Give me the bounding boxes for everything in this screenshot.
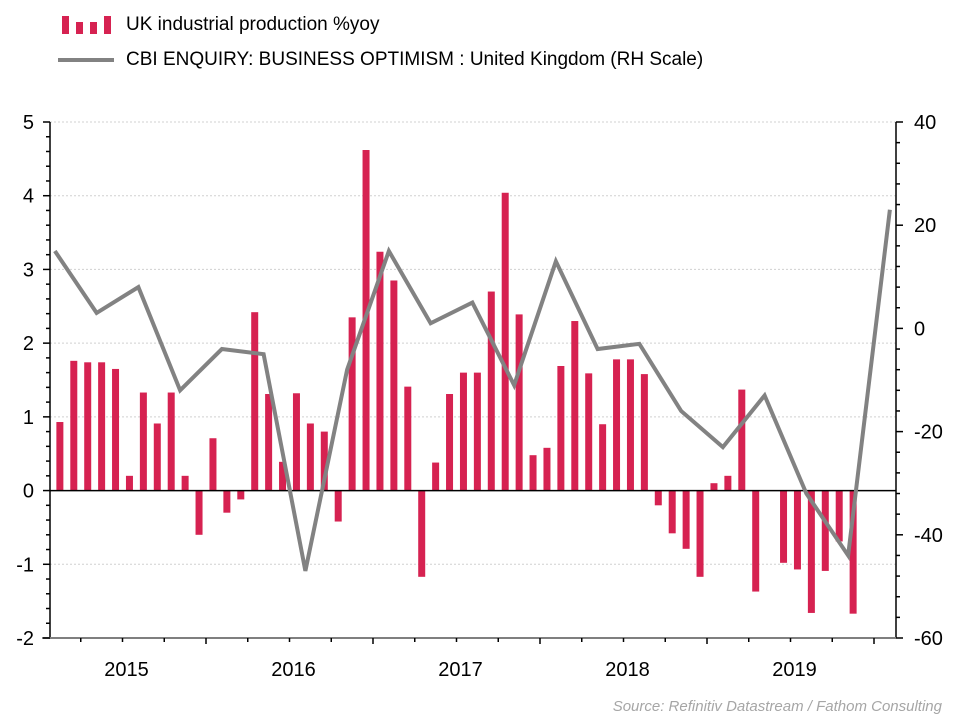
bar [821, 490, 829, 571]
left-tick-label: 2 [23, 333, 34, 355]
x-tick-label: 2017 [438, 659, 483, 681]
bar [696, 490, 704, 577]
bar [487, 291, 495, 491]
bar [599, 424, 607, 491]
bar [668, 490, 676, 534]
bar [237, 490, 245, 500]
bar [432, 462, 440, 491]
left-tick-label: 1 [23, 407, 34, 429]
bar [84, 362, 92, 491]
left-tick-label: 0 [23, 481, 34, 503]
bar [306, 423, 314, 491]
bar [459, 372, 467, 491]
bar [571, 321, 579, 491]
x-tick-label: 2015 [104, 659, 149, 681]
bar [334, 490, 342, 522]
bar [543, 447, 551, 491]
bar [613, 359, 621, 491]
right-tick-label: -40 [914, 525, 943, 547]
bar [404, 386, 412, 491]
bar [348, 317, 356, 491]
bar [70, 360, 78, 491]
bar-series-icon [58, 14, 114, 36]
bar [320, 431, 328, 491]
bar [752, 490, 760, 592]
bar-series [56, 150, 857, 614]
bar [640, 374, 648, 491]
x-tick-label: 2019 [772, 659, 817, 681]
bar [125, 475, 133, 491]
bar [780, 490, 788, 563]
bar [376, 251, 384, 491]
left-tick-label: -2 [16, 628, 34, 650]
bar [195, 490, 203, 535]
cbi-line [53, 209, 892, 572]
right-tick-label: 0 [914, 318, 925, 340]
source-note: Source: Refinitiv Datastream / Fathom Co… [612, 698, 942, 715]
tick-labels: 5 4 3 2 1 0 -1 -2 40 20 0 -20 -40 -60 2015 2016 2017 2018… [16, 112, 943, 681]
bar [390, 280, 398, 491]
bar [292, 393, 300, 491]
bar [793, 490, 801, 570]
axes [42, 121, 903, 644]
legend: UK industrial production %yoy CBI ENQUIR… [0, 0, 960, 90]
bar [501, 192, 509, 491]
bar [473, 372, 481, 491]
bar [626, 359, 634, 491]
bar [710, 483, 718, 491]
bar [682, 490, 690, 549]
bar [209, 438, 217, 491]
left-tick-label: 3 [23, 259, 34, 281]
legend-item-cbi-optimism[interactable]: CBI ENQUIRY: BUSINESS OPTIMISM : United … [58, 45, 703, 75]
left-tick-label: -1 [16, 554, 34, 576]
right-tick-label: 20 [914, 215, 936, 237]
bar [418, 490, 426, 577]
x-tick-label: 2018 [605, 659, 650, 681]
legend-label: UK industrial production %yoy [126, 14, 380, 35]
bar [515, 314, 523, 491]
bar [835, 490, 843, 542]
bar [167, 392, 175, 491]
bar [265, 394, 273, 491]
bar [181, 475, 189, 491]
legend-item-industrial-production[interactable]: UK industrial production %yoy [58, 10, 379, 40]
bar [251, 312, 259, 491]
line-series [53, 209, 892, 572]
bar [153, 423, 161, 491]
bar [98, 362, 106, 491]
left-tick-label: 5 [23, 112, 34, 134]
bar [139, 392, 147, 491]
bar [557, 365, 565, 491]
bar [279, 461, 287, 491]
bar [529, 455, 537, 491]
bar [849, 490, 857, 614]
bar [112, 368, 120, 491]
left-tick-label: 4 [23, 186, 34, 208]
legend-label: CBI ENQUIRY: BUSINESS OPTIMISM : United … [126, 49, 704, 70]
line-series-icon [58, 49, 114, 71]
bar [446, 394, 454, 491]
bar [738, 389, 746, 491]
bar [56, 422, 64, 491]
right-tick-label: -60 [914, 628, 943, 650]
right-tick-label: 40 [914, 112, 936, 134]
bar [585, 373, 593, 491]
bar [654, 490, 662, 506]
bar [223, 490, 231, 513]
right-tick-label: -20 [914, 422, 943, 444]
x-tick-label: 2016 [271, 659, 316, 681]
bar [807, 490, 815, 613]
bar [724, 475, 732, 491]
gridlines [50, 121, 896, 565]
